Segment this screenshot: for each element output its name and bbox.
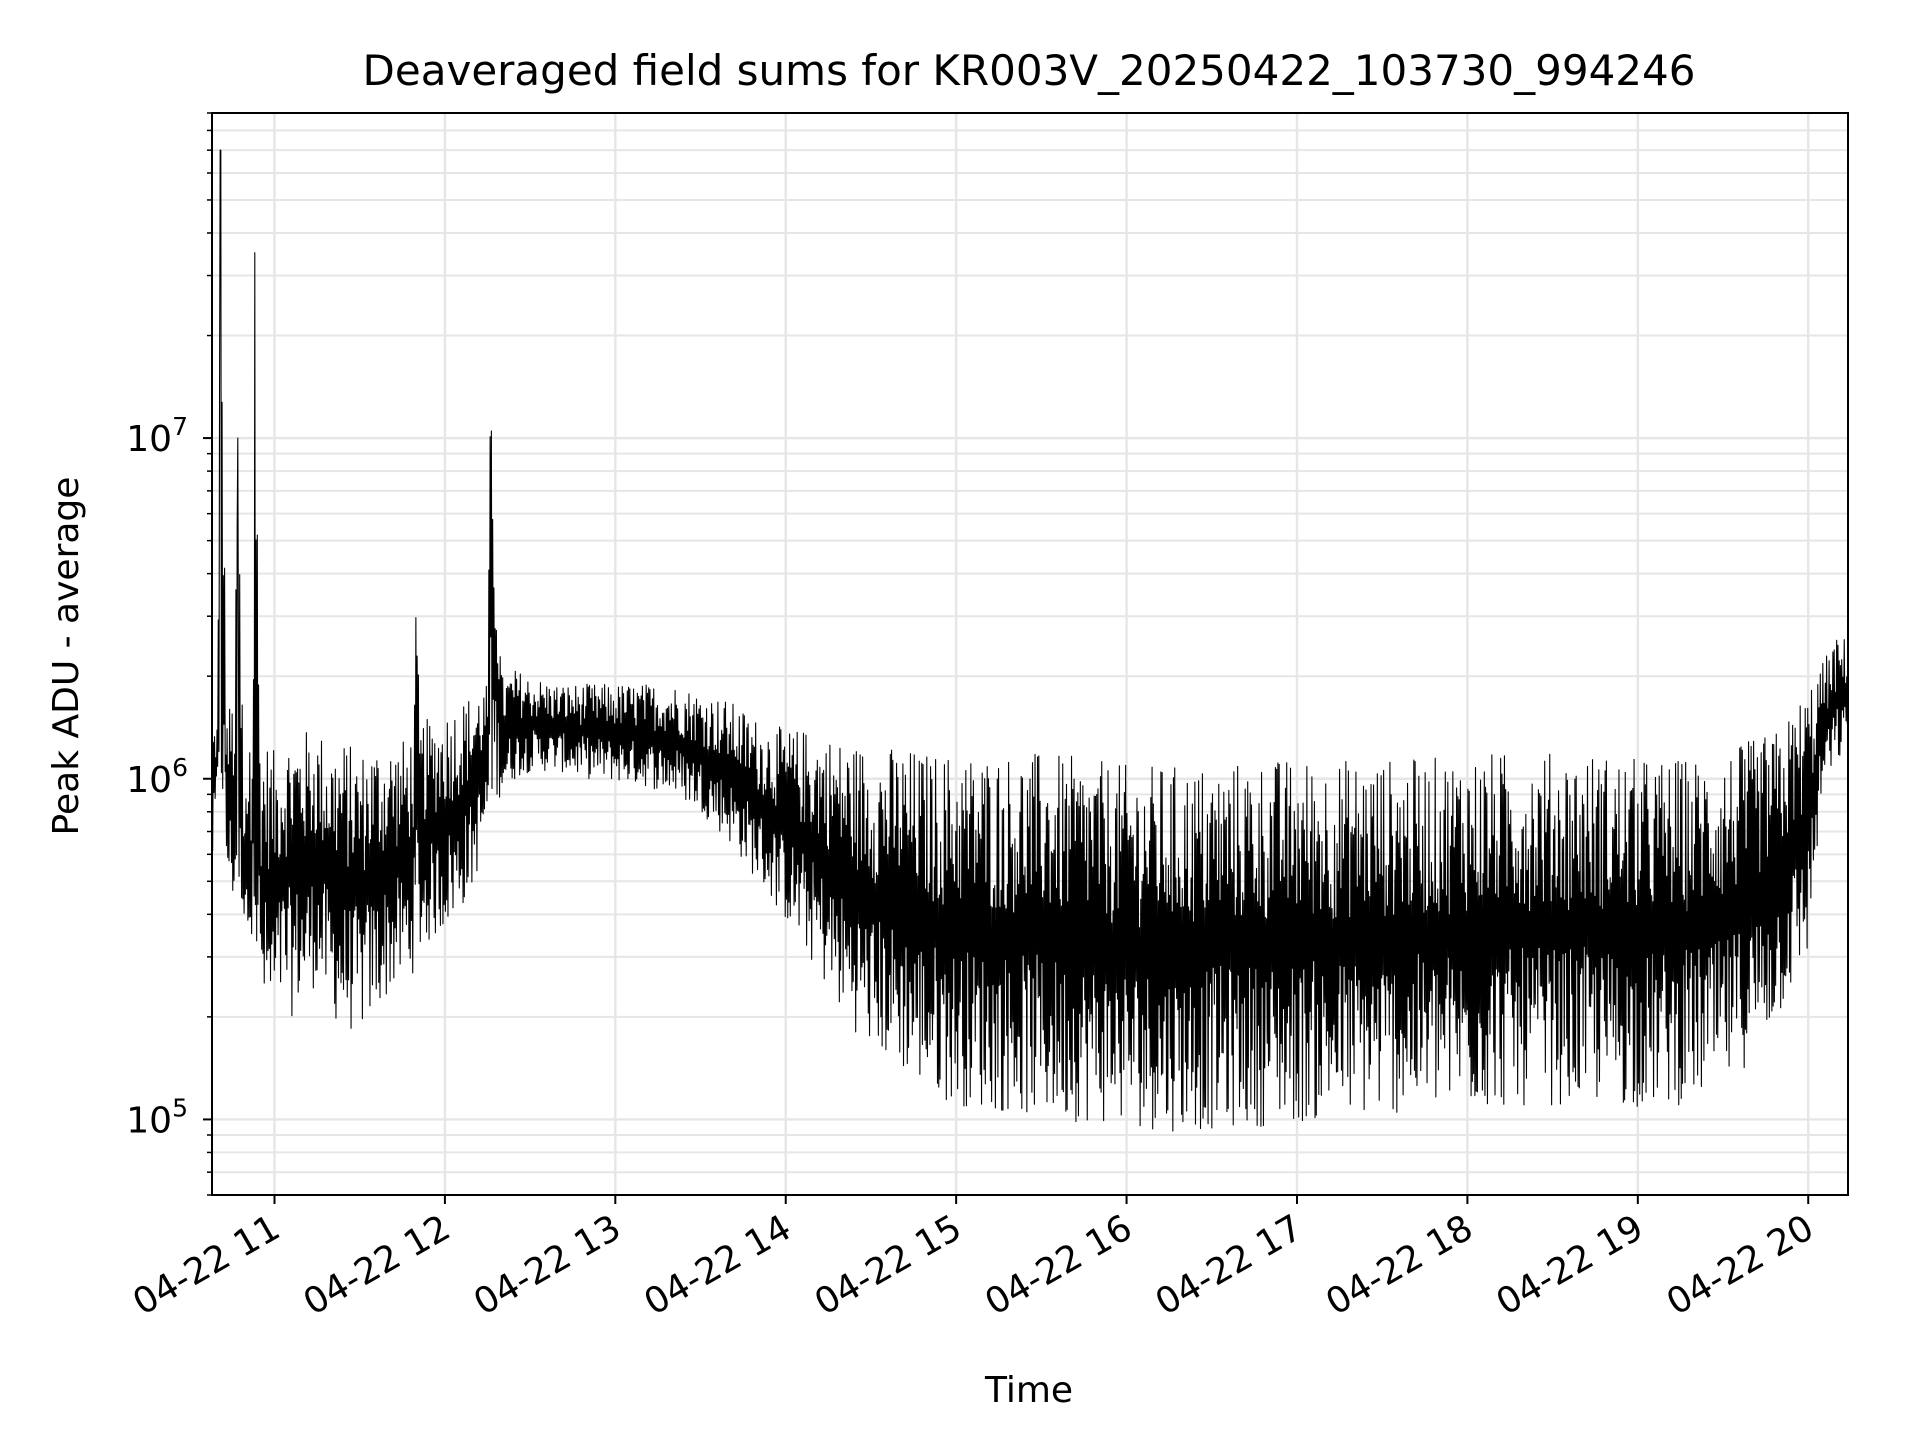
grid (212, 112, 1848, 1196)
x-axis-label: Time (984, 1370, 1073, 1411)
x-tick-label: 04-22 20 (1660, 1207, 1821, 1323)
x-tick-label: 04-22 16 (978, 1207, 1139, 1323)
x-tick-label: 04-22 12 (297, 1207, 458, 1323)
y-tick-label: 107 (126, 412, 188, 460)
y-tick-label: 106 (126, 753, 188, 801)
data-series-line (211, 149, 1849, 1132)
x-tick-label: 04-22 19 (1490, 1207, 1651, 1323)
x-tick-label: 04-22 13 (467, 1207, 628, 1323)
plot-frame (211, 112, 1849, 1196)
y-axis-label: Peak ADU - average (46, 477, 87, 836)
x-tick-label: 04-22 18 (1319, 1207, 1480, 1323)
x-tick-label: 04-22 14 (638, 1207, 799, 1323)
y-tick-label: 105 (126, 1093, 188, 1141)
x-tick-label: 04-22 11 (126, 1207, 287, 1323)
x-tick-label: 04-22 15 (808, 1207, 969, 1323)
x-tick-label: 04-22 17 (1149, 1207, 1310, 1323)
chart-title: Deaveraged field sums for KR003V_2025042… (363, 46, 1696, 95)
